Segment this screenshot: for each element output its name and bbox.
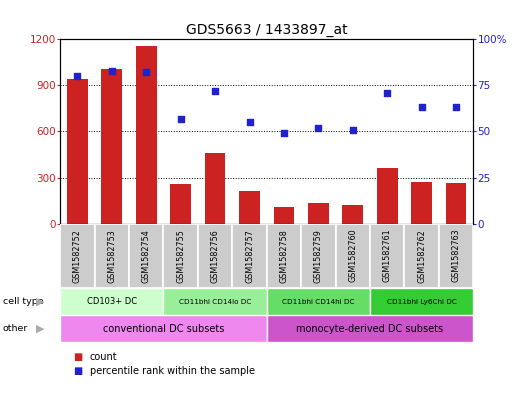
Bar: [343, 205, 363, 224]
Bar: [267, 315, 473, 342]
Point: [452, 105, 460, 111]
Text: cell type: cell type: [3, 298, 43, 306]
Text: percentile rank within the sample: percentile rank within the sample: [90, 366, 255, 376]
Text: ▶: ▶: [36, 297, 44, 307]
Bar: [404, 224, 439, 288]
Point: [142, 69, 151, 75]
Text: GSM1582762: GSM1582762: [417, 229, 426, 283]
Point: [280, 130, 288, 136]
Text: other: other: [3, 324, 28, 333]
Bar: [129, 224, 163, 288]
Text: GSM1582757: GSM1582757: [245, 229, 254, 283]
Text: GSM1582761: GSM1582761: [383, 229, 392, 283]
Bar: [205, 153, 225, 224]
Bar: [411, 182, 432, 224]
Text: GSM1582759: GSM1582759: [314, 229, 323, 283]
Text: GSM1582755: GSM1582755: [176, 229, 185, 283]
Bar: [60, 288, 163, 315]
Point: [349, 127, 357, 133]
Text: GSM1582754: GSM1582754: [142, 229, 151, 283]
Bar: [136, 46, 156, 224]
Text: CD103+ DC: CD103+ DC: [87, 298, 137, 306]
Bar: [267, 288, 370, 315]
Text: GSM1582756: GSM1582756: [211, 229, 220, 283]
Text: GSM1582758: GSM1582758: [279, 229, 289, 283]
Bar: [239, 191, 260, 224]
Point: [211, 88, 219, 94]
Point: [417, 105, 426, 111]
Text: GSM1582760: GSM1582760: [348, 229, 357, 283]
Bar: [60, 224, 95, 288]
Bar: [163, 288, 267, 315]
Bar: [446, 183, 467, 224]
Text: ■: ■: [73, 366, 83, 376]
Bar: [198, 224, 232, 288]
Text: count: count: [90, 352, 118, 362]
Bar: [170, 184, 191, 224]
Bar: [308, 203, 329, 224]
Bar: [274, 208, 294, 224]
Text: CD11bhi Ly6Chi DC: CD11bhi Ly6Chi DC: [386, 299, 457, 305]
Text: CD11bhi CD14hi DC: CD11bhi CD14hi DC: [282, 299, 355, 305]
Point: [245, 119, 254, 125]
Text: ■: ■: [73, 352, 83, 362]
Bar: [60, 315, 267, 342]
Title: GDS5663 / 1433897_at: GDS5663 / 1433897_at: [186, 23, 348, 37]
Bar: [301, 224, 336, 288]
Text: GSM1582763: GSM1582763: [451, 229, 461, 283]
Bar: [232, 224, 267, 288]
Point: [176, 116, 185, 122]
Text: GSM1582752: GSM1582752: [73, 229, 82, 283]
Text: GSM1582753: GSM1582753: [107, 229, 116, 283]
Text: monocyte-derived DC subsets: monocyte-derived DC subsets: [297, 323, 444, 334]
Text: conventional DC subsets: conventional DC subsets: [103, 323, 224, 334]
Text: CD11bhi CD14lo DC: CD11bhi CD14lo DC: [179, 299, 251, 305]
Point: [383, 90, 391, 96]
Bar: [370, 288, 473, 315]
Bar: [439, 224, 473, 288]
Bar: [267, 224, 301, 288]
Bar: [163, 224, 198, 288]
Bar: [377, 168, 397, 224]
Text: ▶: ▶: [36, 323, 44, 334]
Bar: [95, 224, 129, 288]
Point: [314, 125, 323, 131]
Point: [108, 68, 116, 74]
Bar: [101, 69, 122, 224]
Bar: [67, 79, 88, 224]
Bar: [370, 224, 404, 288]
Bar: [336, 224, 370, 288]
Point: [73, 73, 82, 79]
